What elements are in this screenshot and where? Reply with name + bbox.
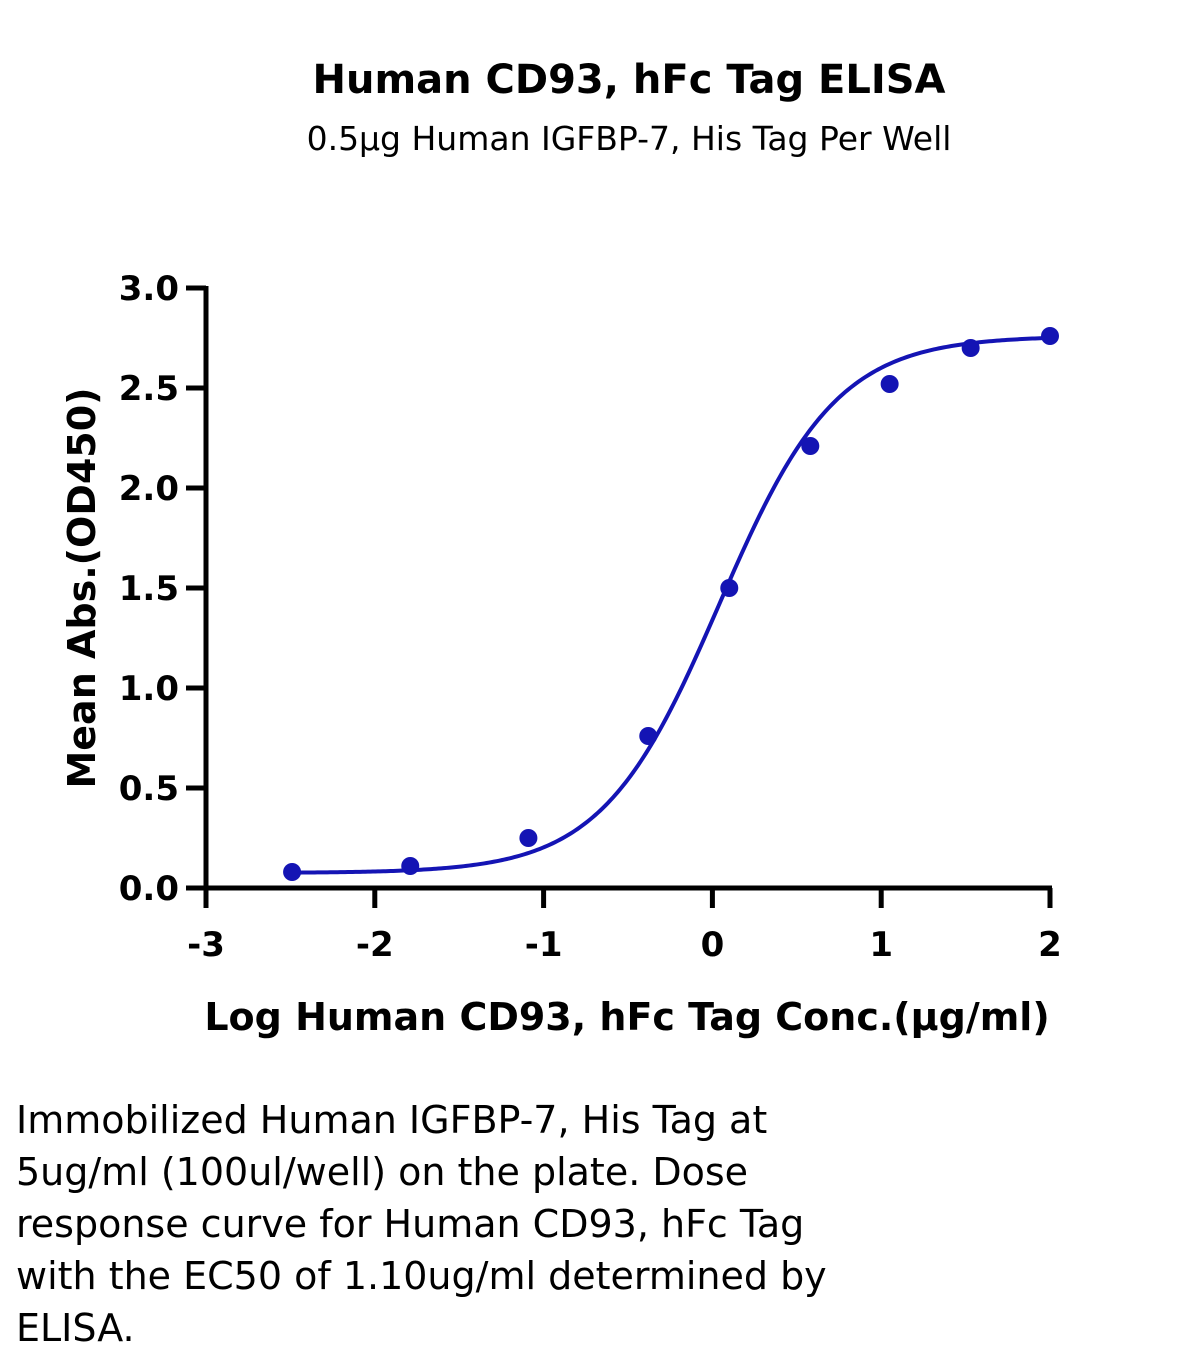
- data-points: [283, 327, 1059, 881]
- x-tick-label: -3: [187, 925, 225, 965]
- caption-line: with the EC50 of 1.10ug/ml determined by: [16, 1254, 827, 1298]
- chart-subtitle: 0.5µg Human IGFBP-7, His Tag Per Well: [307, 119, 952, 158]
- data-point: [519, 829, 538, 847]
- data-point: [961, 339, 980, 357]
- data-point: [1041, 327, 1059, 345]
- figure-caption: Immobilized Human IGFBP-7, His Tag at 5u…: [16, 1094, 1166, 1354]
- y-tick-label: 3.0: [119, 269, 179, 309]
- x-tick-label: -2: [356, 925, 394, 965]
- caption-line: ELISA.: [16, 1306, 135, 1350]
- caption-line: Immobilized Human IGFBP-7, His Tag at: [16, 1098, 768, 1142]
- data-point: [880, 375, 899, 393]
- y-tick-label: 0.0: [119, 869, 179, 909]
- x-tick-label: 0: [701, 925, 725, 965]
- y-tick-label: 0.5: [119, 769, 179, 809]
- caption-line: 5ug/ml (100ul/well) on the plate. Dose: [16, 1150, 749, 1194]
- data-point: [283, 863, 302, 881]
- elisa-chart: Human CD93, hFc Tag ELISA 0.5µg Human IG…: [60, 57, 1062, 1039]
- y-tick-label: 2.5: [119, 369, 179, 409]
- x-tick-label: 1: [869, 925, 893, 965]
- caption-line: response curve for Human CD93, hFc Tag: [16, 1202, 805, 1246]
- data-point: [720, 579, 739, 597]
- y-axis-label: Mean Abs.(OD450): [60, 387, 104, 788]
- x-axis-label: Log Human CD93, hFc Tag Conc.(µg/ml): [204, 995, 1049, 1039]
- y-tick-label: 1.0: [119, 669, 179, 709]
- data-point: [401, 857, 420, 875]
- chart-title: Human CD93, hFc Tag ELISA: [313, 57, 946, 103]
- data-point: [639, 727, 658, 745]
- fit-curve-group: [290, 335, 1052, 875]
- x-tick-label: -1: [525, 925, 563, 965]
- y-tick-label: 1.5: [119, 569, 179, 609]
- x-tick-label: 2: [1038, 925, 1062, 965]
- y-tick-label: 2.0: [119, 469, 179, 509]
- axes: 0.0 0.5 1.0 1.5 2.0 2.5 3.0 -3 -2 -1 0 1 2: [119, 269, 1062, 965]
- fit-curve: [290, 335, 1052, 875]
- data-point: [801, 437, 820, 455]
